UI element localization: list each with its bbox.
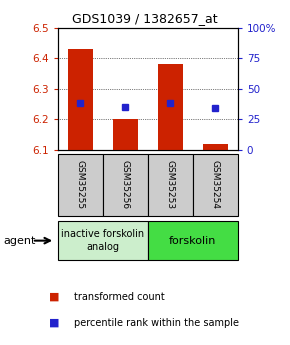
Text: inactive forskolin
analog: inactive forskolin analog (61, 229, 144, 252)
Bar (193, 154, 238, 216)
Text: ■: ■ (49, 292, 60, 302)
Text: forskolin: forskolin (169, 236, 217, 246)
Bar (58, 221, 148, 260)
Bar (58, 154, 103, 216)
Text: GSM35256: GSM35256 (121, 160, 130, 209)
Bar (113, 119, 138, 150)
Text: agent: agent (3, 236, 35, 246)
Bar (103, 154, 148, 216)
Bar (148, 221, 238, 260)
Text: GSM35254: GSM35254 (211, 160, 220, 209)
Text: percentile rank within the sample: percentile rank within the sample (74, 318, 239, 327)
Text: GSM35253: GSM35253 (166, 160, 175, 209)
Bar (203, 144, 228, 150)
Text: ■: ■ (49, 318, 60, 327)
Text: GDS1039 / 1382657_at: GDS1039 / 1382657_at (72, 12, 218, 25)
Text: transformed count: transformed count (74, 292, 165, 302)
Bar (68, 49, 93, 150)
Bar (158, 65, 183, 150)
Bar (148, 154, 193, 216)
Text: GSM35255: GSM35255 (76, 160, 85, 209)
